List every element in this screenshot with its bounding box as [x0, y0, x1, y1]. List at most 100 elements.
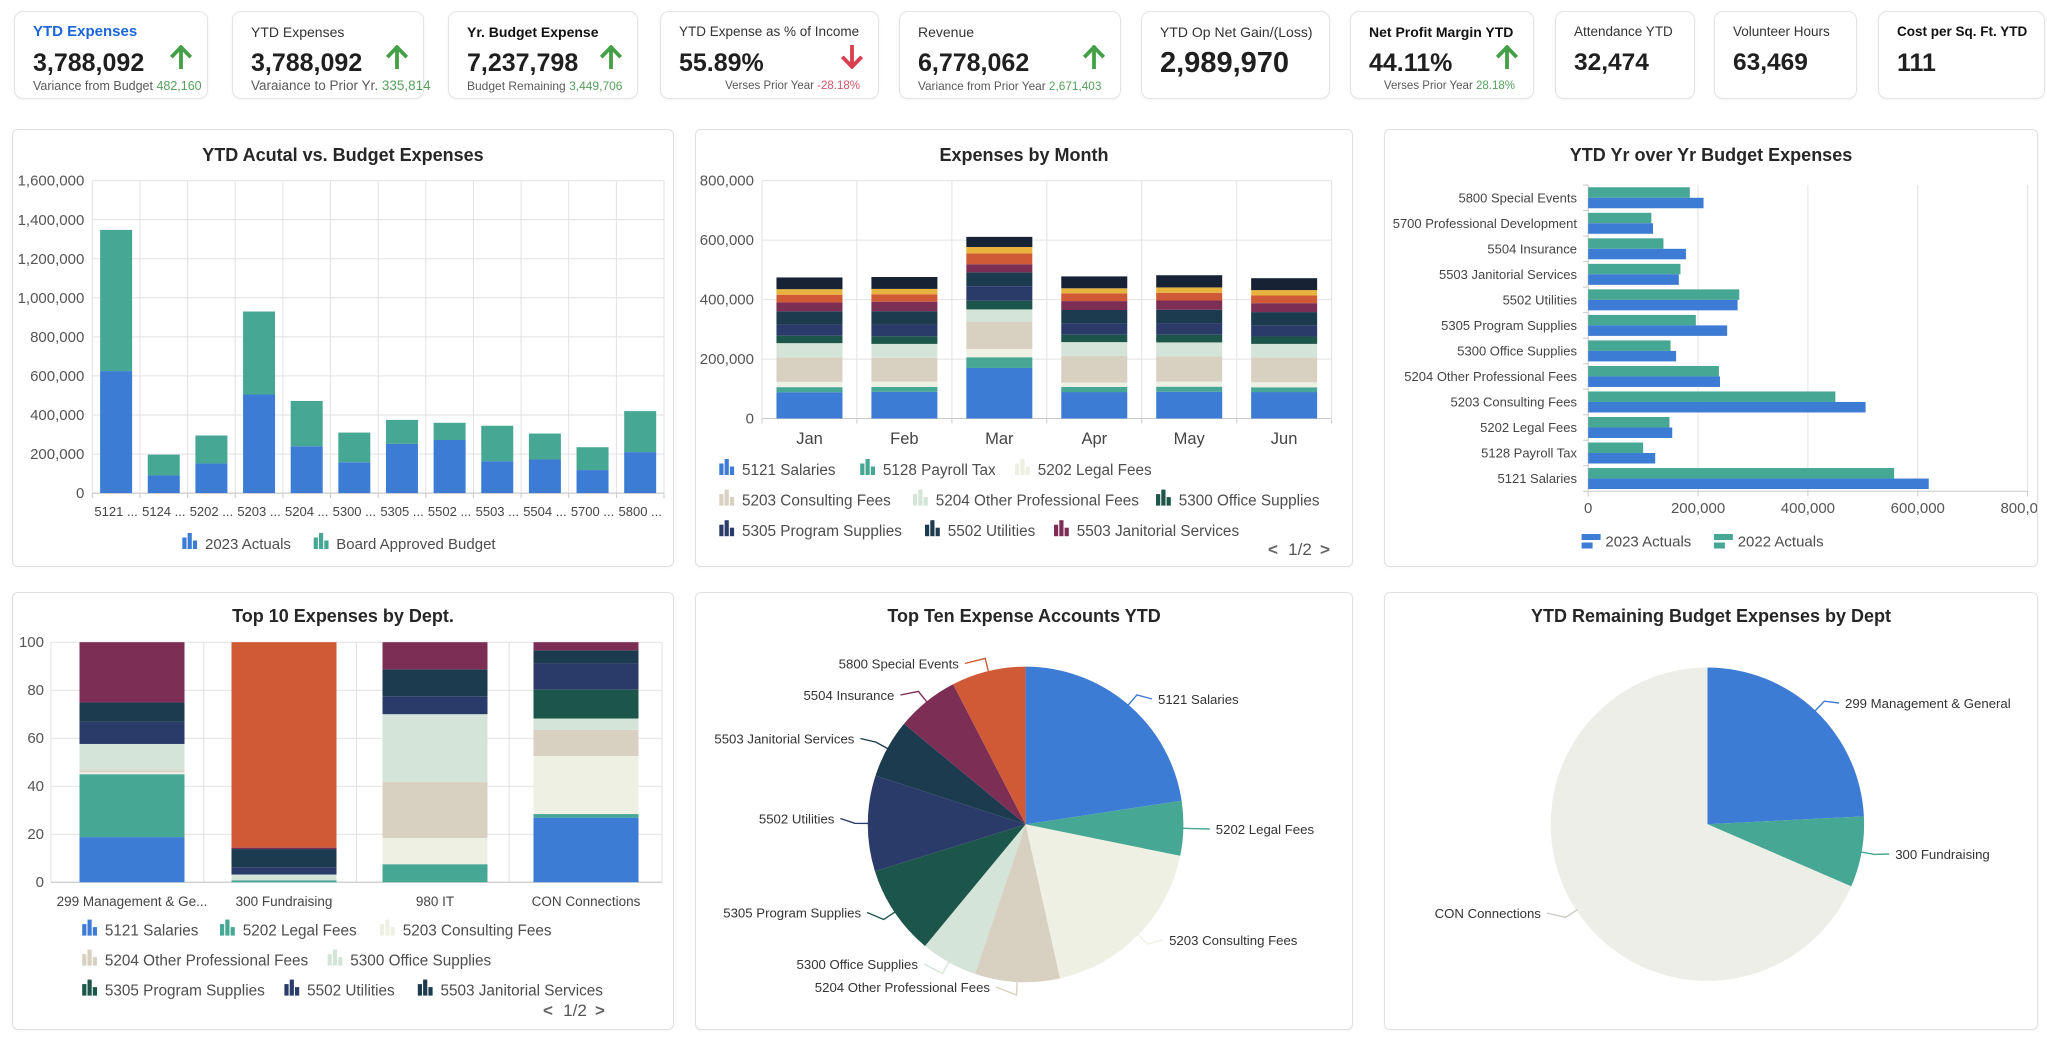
svg-text:5503 Janitorial Services: 5503 Janitorial Services — [1077, 523, 1240, 540]
svg-text:5502 ...: 5502 ... — [428, 504, 471, 519]
svg-text:800,000: 800,000 — [2000, 500, 2038, 517]
svg-text:800,000: 800,000 — [30, 329, 84, 346]
svg-text:5202 ...: 5202 ... — [190, 504, 233, 519]
svg-text:5128 Payroll Tax: 5128 Payroll Tax — [1481, 446, 1577, 461]
svg-text:5305 Program Supplies: 5305 Program Supplies — [1441, 318, 1577, 333]
svg-text:5203 Consulting Fees: 5203 Consulting Fees — [1451, 395, 1578, 410]
svg-text:5121 Salaries: 5121 Salaries — [742, 462, 836, 479]
svg-text:5504 ...: 5504 ... — [523, 504, 566, 519]
svg-text:5800 ...: 5800 ... — [619, 504, 662, 519]
svg-text:200,000: 200,000 — [1671, 500, 1725, 517]
svg-text:100: 100 — [19, 634, 44, 651]
svg-text:0: 0 — [1584, 500, 1592, 517]
svg-text:>: > — [595, 1001, 605, 1020]
svg-text:1/2: 1/2 — [1288, 540, 1312, 559]
svg-text:300 Fundraising: 300 Fundraising — [1895, 847, 1990, 862]
svg-text:600,000: 600,000 — [700, 232, 754, 249]
svg-text:5305 ...: 5305 ... — [380, 504, 423, 519]
svg-text:2023 Actuals: 2023 Actuals — [1605, 534, 1691, 551]
svg-text:400,000: 400,000 — [700, 292, 754, 309]
svg-text:5305 Program Supplies: 5305 Program Supplies — [723, 906, 861, 921]
svg-text:5121 Salaries: 5121 Salaries — [105, 923, 199, 940]
svg-text:5202 Legal Fees: 5202 Legal Fees — [1480, 420, 1577, 435]
svg-text:5128 Payroll Tax: 5128 Payroll Tax — [883, 462, 996, 479]
svg-text:980 IT: 980 IT — [416, 894, 454, 909]
svg-text:YTD Yr over Yr Budget Expenses: YTD Yr over Yr Budget Expenses — [1570, 145, 1852, 165]
svg-text:80: 80 — [27, 682, 44, 699]
svg-text:1,200,000: 1,200,000 — [18, 251, 85, 268]
svg-text:600,000: 600,000 — [30, 368, 84, 385]
svg-text:5800 Special Events: 5800 Special Events — [839, 657, 960, 672]
svg-text:5504 Insurance: 5504 Insurance — [1487, 241, 1577, 256]
svg-text:5700 ...: 5700 ... — [571, 504, 614, 519]
svg-text:5204 Other Professional Fees: 5204 Other Professional Fees — [1404, 369, 1577, 384]
svg-text:5121 Salaries: 5121 Salaries — [1498, 471, 1578, 486]
svg-text:>: > — [1320, 540, 1330, 559]
svg-text:5121 ...: 5121 ... — [94, 504, 137, 519]
svg-text:299 Management & Ge...: 299 Management & Ge... — [57, 894, 208, 909]
svg-text:1,400,000: 1,400,000 — [18, 212, 85, 229]
svg-text:5124 ...: 5124 ... — [142, 504, 185, 519]
svg-text:CON Connections: CON Connections — [532, 894, 641, 909]
svg-text:YTD Acutal vs. Budget Expenses: YTD Acutal vs. Budget Expenses — [202, 145, 483, 165]
svg-text:299 Management & General: 299 Management & General — [1845, 696, 2011, 711]
svg-text:5305 Program Supplies: 5305 Program Supplies — [742, 523, 902, 540]
svg-text:5204 Other Professional Fees: 5204 Other Professional Fees — [936, 493, 1140, 510]
svg-text:400,000: 400,000 — [30, 407, 84, 424]
svg-text:5300 Office Supplies: 5300 Office Supplies — [1179, 493, 1320, 510]
svg-text:1,000,000: 1,000,000 — [18, 290, 85, 307]
svg-text:Expenses by Month: Expenses by Month — [939, 145, 1108, 165]
svg-text:5503 Janitorial Services: 5503 Janitorial Services — [441, 983, 604, 1000]
svg-text:5800 Special Events: 5800 Special Events — [1458, 190, 1577, 205]
svg-text:Jun: Jun — [1271, 430, 1298, 448]
svg-text:<: < — [543, 1001, 553, 1020]
svg-text:5502 Utilities: 5502 Utilities — [759, 812, 835, 827]
svg-text:5503 ...: 5503 ... — [476, 504, 519, 519]
svg-text:5300 ...: 5300 ... — [333, 504, 376, 519]
svg-text:200,000: 200,000 — [30, 446, 84, 463]
svg-text:5121 Salaries: 5121 Salaries — [1158, 692, 1239, 707]
svg-text:200,000: 200,000 — [700, 351, 754, 368]
svg-text:60: 60 — [27, 730, 44, 747]
svg-text:YTD Remaining Budget Expenses: YTD Remaining Budget Expenses by Dept — [1531, 606, 1891, 626]
svg-text:Board Approved Budget: Board Approved Budget — [336, 536, 496, 553]
svg-text:Apr: Apr — [1081, 430, 1107, 448]
svg-text:5502 Utilities: 5502 Utilities — [307, 983, 395, 1000]
svg-text:300 Fundraising: 300 Fundraising — [236, 894, 333, 909]
svg-text:5203 ...: 5203 ... — [237, 504, 280, 519]
svg-text:5204 Other Professional Fees: 5204 Other Professional Fees — [105, 953, 309, 970]
svg-text:2023 Actuals: 2023 Actuals — [205, 536, 291, 553]
svg-text:0: 0 — [36, 874, 44, 891]
svg-text:40: 40 — [27, 778, 44, 795]
svg-text:5503 Janitorial Services: 5503 Janitorial Services — [1439, 267, 1578, 282]
svg-text:5300 Office Supplies: 5300 Office Supplies — [797, 957, 919, 972]
svg-text:5202 Legal Fees: 5202 Legal Fees — [1216, 822, 1315, 837]
svg-text:5204 Other Professional Fees: 5204 Other Professional Fees — [815, 980, 991, 995]
svg-text:0: 0 — [76, 485, 84, 502]
svg-text:5502 Utilities: 5502 Utilities — [948, 523, 1036, 540]
svg-text:5204 ...: 5204 ... — [285, 504, 328, 519]
svg-text:800,000: 800,000 — [700, 173, 754, 190]
svg-text:2022 Actuals: 2022 Actuals — [1738, 534, 1824, 551]
svg-text:5300 Office Supplies: 5300 Office Supplies — [1457, 343, 1577, 358]
svg-text:5305 Program Supplies: 5305 Program Supplies — [105, 983, 265, 1000]
svg-text:May: May — [1174, 430, 1206, 448]
svg-text:Jan: Jan — [796, 430, 823, 448]
svg-text:1,600,000: 1,600,000 — [18, 173, 85, 190]
svg-text:5300 Office Supplies: 5300 Office Supplies — [350, 953, 491, 970]
svg-text:5203 Consulting Fees: 5203 Consulting Fees — [403, 923, 552, 940]
svg-text:Feb: Feb — [890, 430, 918, 448]
svg-text:Mar: Mar — [985, 430, 1014, 448]
svg-text:600,000: 600,000 — [1891, 500, 1945, 517]
svg-text:5504 Insurance: 5504 Insurance — [803, 688, 894, 703]
svg-text:1/2: 1/2 — [563, 1001, 587, 1020]
svg-text:<: < — [1268, 540, 1278, 559]
svg-text:5202 Legal Fees: 5202 Legal Fees — [243, 923, 357, 940]
svg-text:Top Ten Expense Accounts YTD: Top Ten Expense Accounts YTD — [887, 606, 1160, 626]
svg-text:5203 Consulting Fees: 5203 Consulting Fees — [1169, 933, 1298, 948]
svg-text:CON Connections: CON Connections — [1435, 906, 1542, 921]
svg-text:5502 Utilities: 5502 Utilities — [1503, 292, 1578, 307]
svg-text:400,000: 400,000 — [1781, 500, 1835, 517]
svg-text:0: 0 — [746, 411, 754, 428]
svg-text:5700 Professional Development: 5700 Professional Development — [1393, 216, 1578, 231]
